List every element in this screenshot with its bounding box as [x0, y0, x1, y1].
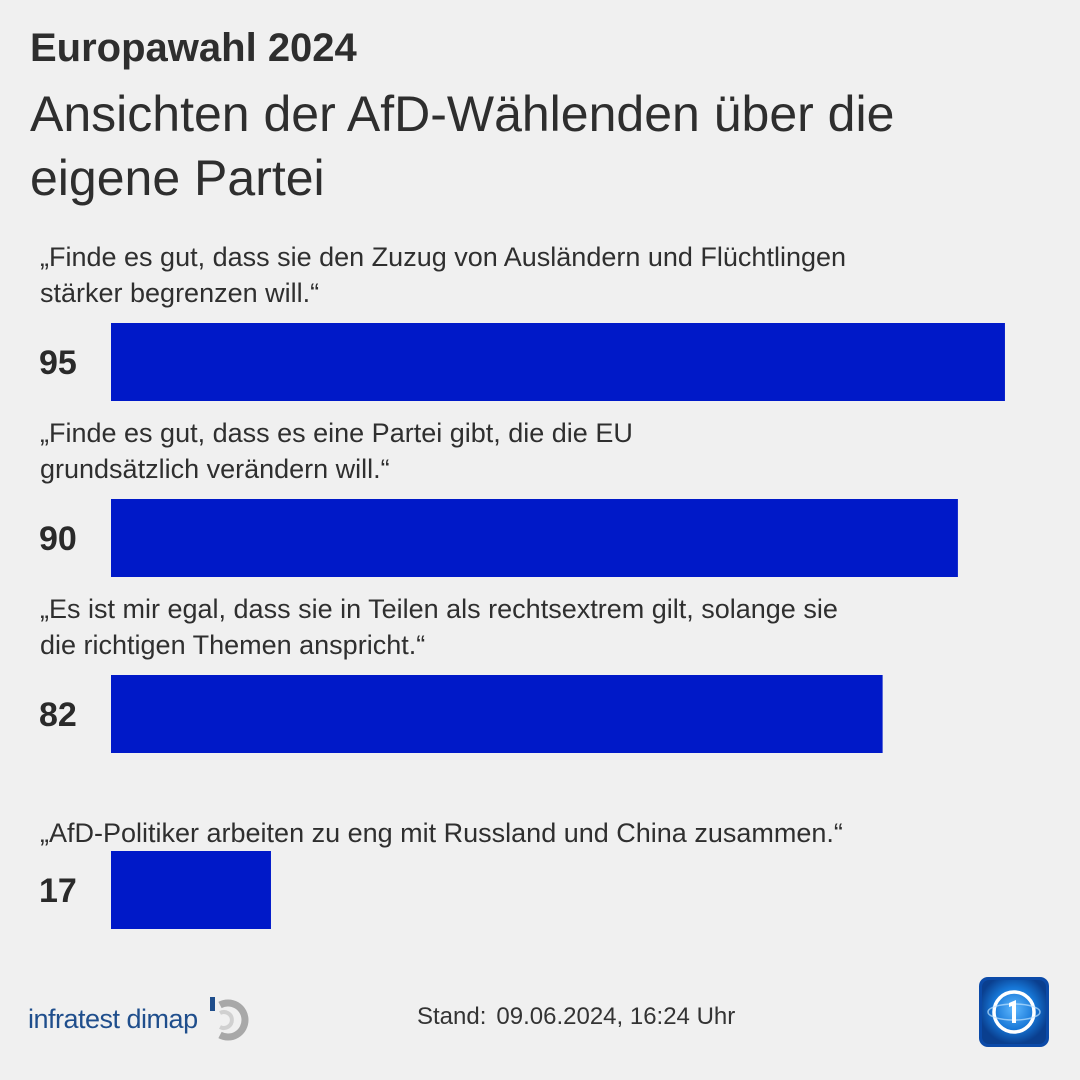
- chart-kicker: Europawahl 2024: [30, 26, 357, 70]
- category-label: „Es ist mir egal, dass sie in Teilen als…: [40, 594, 838, 660]
- category-label-line: stärker begrenzen will.“: [40, 278, 319, 308]
- bar-row: „AfD-Politiker arbeiten zu eng mit Russl…: [39, 818, 843, 929]
- stand-value: 09.06.2024, 16:24 Uhr: [496, 1003, 736, 1030]
- value-label: 95: [39, 344, 77, 382]
- bar: [111, 323, 1005, 401]
- tagesschau-logo-icon: [979, 977, 1049, 1047]
- value-label: 82: [39, 696, 77, 734]
- stand-label: Stand:: [417, 1003, 487, 1030]
- category-label: „Finde es gut, dass es eine Partei gibt,…: [40, 418, 633, 484]
- bar: [111, 675, 883, 753]
- category-label-line: „AfD-Politiker arbeiten zu eng mit Russl…: [40, 818, 843, 848]
- category-label-line: grundsätzlich verändern will.“: [40, 454, 390, 484]
- chart-title: Ansichten der AfD-Wählenden über die eig…: [30, 86, 895, 206]
- bar: [111, 851, 271, 929]
- category-label-line: „Finde es gut, dass es eine Partei gibt,…: [40, 418, 633, 448]
- bar-row: „Es ist mir egal, dass sie in Teilen als…: [39, 594, 883, 753]
- value-label: 90: [39, 520, 77, 558]
- timestamp: Stand: 09.06.2024, 16:24 Uhr: [417, 1003, 735, 1031]
- category-label: „Finde es gut, dass sie den Zuzug von Au…: [40, 242, 846, 308]
- bar-row: „Finde es gut, dass es eine Partei gibt,…: [39, 418, 958, 577]
- value-label: 17: [39, 872, 77, 910]
- bar: [111, 499, 958, 577]
- infratest-dimap-logo-icon: [209, 997, 249, 1041]
- category-label-line: „Es ist mir egal, dass sie in Teilen als…: [40, 594, 838, 624]
- source-brand: infratest dimap: [28, 995, 254, 1043]
- category-label: „AfD-Politiker arbeiten zu eng mit Russl…: [40, 818, 843, 848]
- bar-row: „Finde es gut, dass sie den Zuzug von Au…: [39, 242, 1005, 401]
- source-name: infratest dimap: [28, 1003, 198, 1034]
- category-label-line: die richtigen Themen anspricht.“: [40, 630, 425, 660]
- category-label-line: „Finde es gut, dass sie den Zuzug von Au…: [40, 242, 846, 272]
